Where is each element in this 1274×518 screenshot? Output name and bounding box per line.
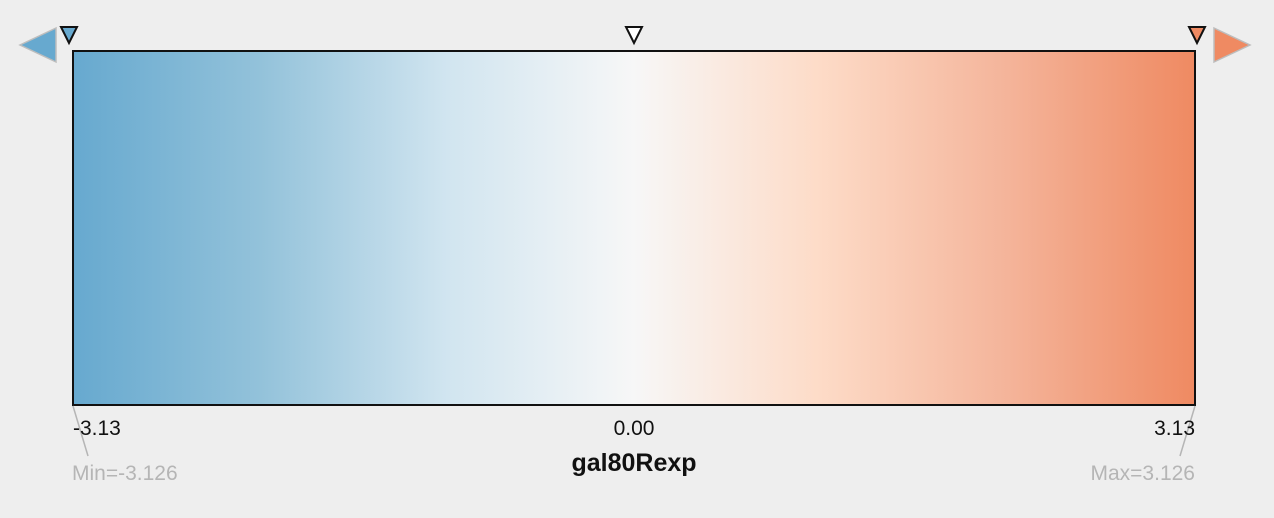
mid-handle[interactable] xyxy=(624,25,644,47)
triangle-down-icon xyxy=(59,26,79,46)
triangle-down-icon xyxy=(1187,26,1207,46)
color-gradient-bar[interactable] xyxy=(72,50,1196,406)
triangle-right-icon xyxy=(1213,26,1252,64)
max-value-label: Max=3.126 xyxy=(1090,462,1196,485)
min-value-label: Min=-3.126 xyxy=(72,462,178,485)
tick-label-max: 3.13 xyxy=(1154,417,1195,440)
attribute-title: gal80Rexp xyxy=(571,449,697,477)
tick-label-mid: 0.00 xyxy=(613,417,655,440)
tick-label-min: -3.13 xyxy=(73,417,121,440)
max-handle[interactable] xyxy=(1187,25,1207,47)
min-handle[interactable] xyxy=(59,25,79,47)
triangle-left-icon xyxy=(18,26,57,64)
triangle-down-icon xyxy=(624,26,644,46)
below-range-color-button[interactable] xyxy=(18,26,58,64)
above-range-color-button[interactable] xyxy=(1212,26,1252,64)
